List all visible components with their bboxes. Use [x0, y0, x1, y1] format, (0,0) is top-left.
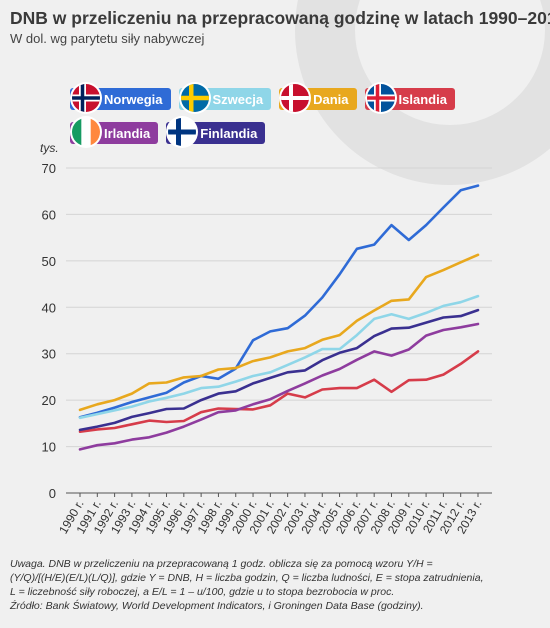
- denmark-flag-icon: [281, 84, 310, 112]
- legend-label: Finlandia: [200, 125, 258, 141]
- finland-flag-icon: [168, 118, 197, 146]
- series-line-finlandia: [78, 308, 480, 432]
- legend-label: Norwegia: [104, 91, 163, 107]
- legend-label: Dania: [313, 91, 349, 107]
- y-tick-label: 30: [42, 347, 56, 362]
- series-line-irlandia: [78, 322, 480, 451]
- footnote-line-2: (Y/Q)/[(H/E)(E/L)(L/Q)], gdzie Y = DNB, …: [10, 572, 484, 584]
- footnote-line-3: L = liczebność siły roboczej, a E/L = 1 …: [10, 586, 395, 598]
- sweden-flag-icon: [180, 84, 209, 112]
- y-tick-label: 50: [42, 254, 56, 269]
- footnote: Uwaga. DNB w przeliczeniu na przepracowa…: [10, 557, 540, 613]
- iceland-flag-icon: [366, 84, 395, 112]
- y-tick-label: 20: [42, 393, 56, 408]
- chart-subtitle: W dol. wg parytetu siły nabywczej: [10, 31, 205, 46]
- legend-label: Irlandia: [104, 125, 151, 141]
- legend-label: Islandia: [398, 91, 447, 107]
- legend-item-irlandia: Irlandia: [70, 118, 159, 146]
- y-tick-label: 10: [42, 440, 56, 455]
- legend-item-dania: Dania: [279, 84, 357, 112]
- series-line-szwecja: [78, 294, 480, 420]
- legend-row-1: Norwegia Szwecja Dania Islandia: [70, 84, 455, 112]
- norway-flag-icon: [72, 84, 100, 112]
- y-tick-label: 70: [42, 161, 56, 176]
- y-axis-label: tys.: [40, 141, 59, 155]
- footnote-line-4: Źródło: Bank Światowy, World Development…: [10, 600, 424, 612]
- legend-row-2: Irlandia Finlandia: [70, 118, 266, 146]
- legend-label: Szwecja: [212, 91, 264, 107]
- ireland-flag-icon: [72, 118, 100, 146]
- series-line-islandia: [78, 350, 480, 434]
- y-tick-label: 0: [49, 486, 56, 501]
- footnote-line-1: Uwaga. DNB w przeliczeniu na przepracowa…: [10, 558, 433, 570]
- legend-item-finlandia: Finlandia: [166, 118, 266, 146]
- y-tick-label: 40: [42, 300, 56, 315]
- legend-item-islandia: Islandia: [364, 84, 455, 112]
- series-line-dania: [78, 253, 480, 412]
- legend-item-norwegia: Norwegia: [70, 84, 171, 112]
- y-tick-label: 60: [42, 207, 56, 222]
- series-line-norwegia: [78, 184, 480, 419]
- chart-title: DNB w przeliczeniu na przepracowaną godz…: [10, 8, 550, 28]
- legend-item-szwecja: Szwecja: [178, 84, 272, 112]
